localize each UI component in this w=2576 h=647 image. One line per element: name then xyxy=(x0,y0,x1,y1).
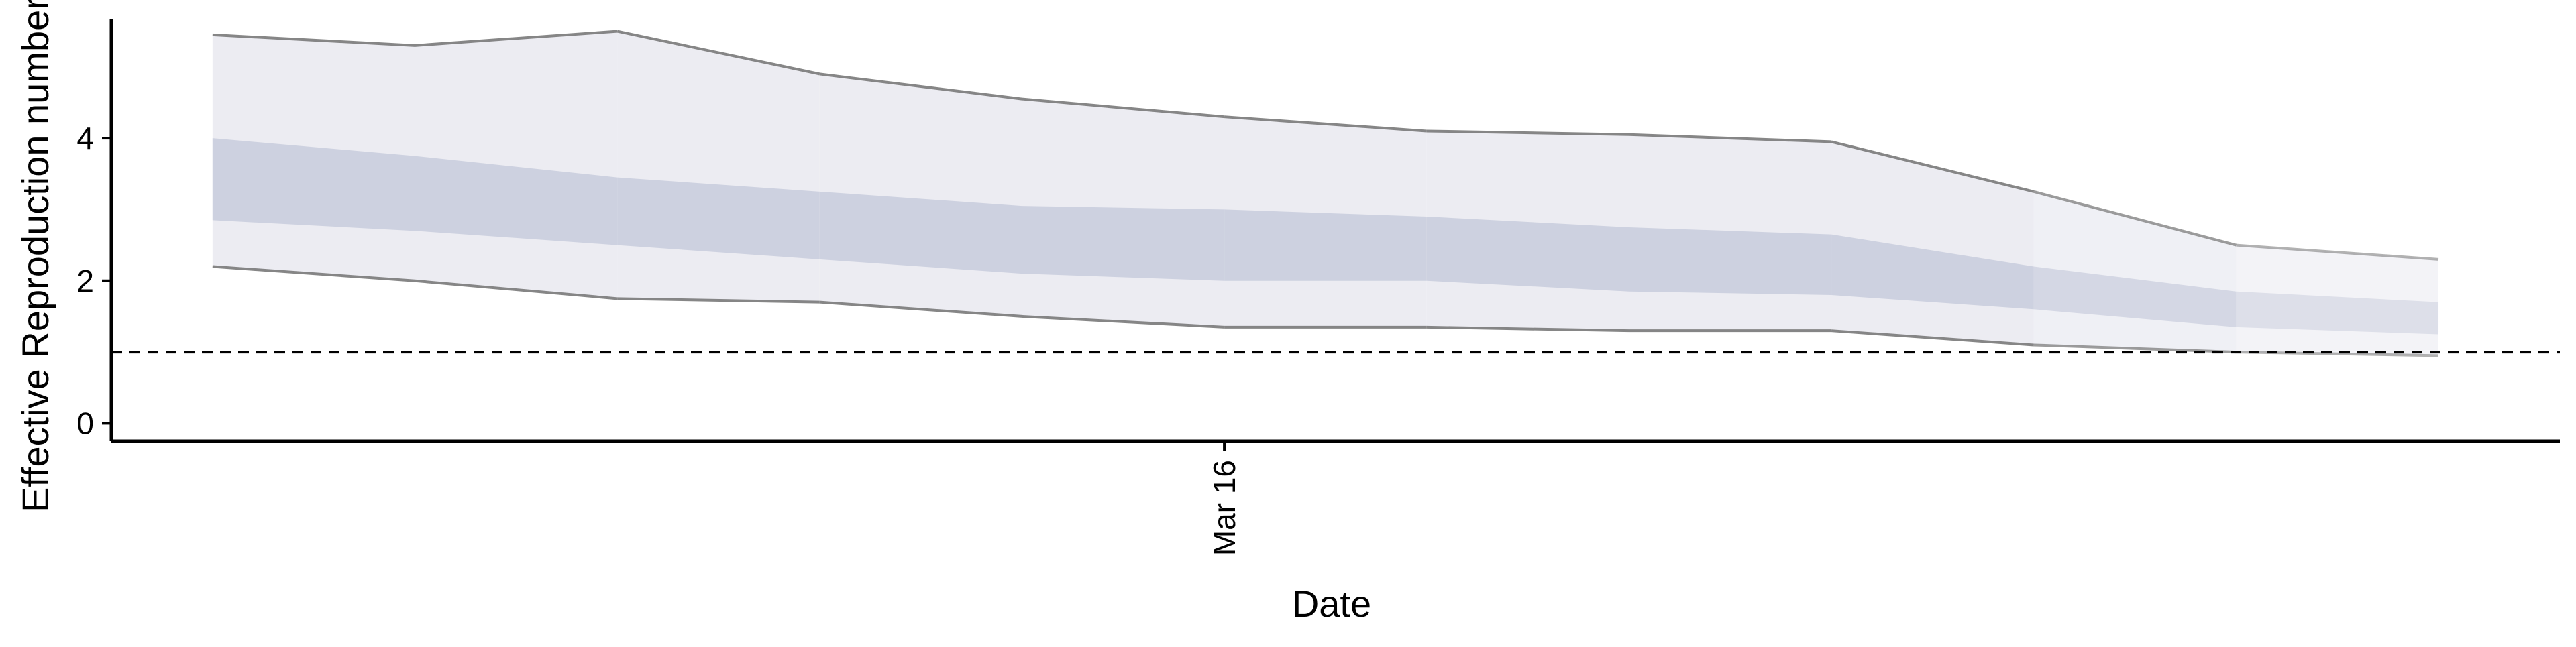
lower-bound-segment-4 xyxy=(819,300,1022,318)
y-axis-title: Effective Reproduction number xyxy=(14,0,56,512)
bounds-layer xyxy=(212,30,2439,357)
inner-band-segment-5 xyxy=(1022,206,1225,281)
outer-band-segment-3 xyxy=(617,31,820,302)
inner-band-segment-2 xyxy=(415,156,618,245)
upper-bound-segment-10 xyxy=(2033,190,2237,247)
x-axis-title: Date xyxy=(1292,583,1371,625)
lower-bound-segment-3 xyxy=(617,297,820,304)
upper-bound-segment-6 xyxy=(1224,115,1427,133)
inner-band-segment-3 xyxy=(617,177,820,259)
upper-bound-segment-5 xyxy=(1022,97,1225,119)
inner-band-segment-11 xyxy=(2236,291,2439,335)
x-axis-ticks: Mar 16 xyxy=(1207,441,1242,556)
inner-band-segment-6 xyxy=(1224,209,1427,281)
y-tick-label-4: 4 xyxy=(76,121,94,156)
inner-band-segment-9 xyxy=(1831,234,2034,310)
upper-bound-segment-8 xyxy=(1629,133,1832,143)
inner-band-segment-8 xyxy=(1629,227,1832,296)
lower-bound-segment-7 xyxy=(1426,325,1629,333)
lower-bound-segment-2 xyxy=(415,279,618,300)
upper-bound-segment-11 xyxy=(2236,243,2439,261)
lower-bound-segment-1 xyxy=(212,265,415,282)
lower-bound-segment-9 xyxy=(1831,329,2034,347)
inner-band-segment-4 xyxy=(819,191,1022,274)
lower-bound-segment-5 xyxy=(1022,314,1225,329)
inner-band-segment-7 xyxy=(1426,217,1629,292)
upper-bound-segment-9 xyxy=(1831,140,2035,193)
inner-band-segment-10 xyxy=(2033,266,2237,327)
y-axis-ticks: 0 2 4 xyxy=(76,121,111,440)
y-tick-label-2: 2 xyxy=(76,263,94,298)
upper-bound-segment-3 xyxy=(616,30,820,76)
y-tick-label-0: 0 xyxy=(76,406,94,440)
upper-bound-segment-7 xyxy=(1426,129,1629,136)
outer-band-segment-11 xyxy=(2236,245,2439,356)
upper-bound-segment-2 xyxy=(415,30,618,47)
upper-bound-segment-4 xyxy=(819,72,1022,101)
inner-band-segment-1 xyxy=(212,138,415,231)
x-tick-label: Mar 16 xyxy=(1207,460,1242,556)
bands-layer xyxy=(212,31,2439,356)
upper-bound-segment-1 xyxy=(212,33,415,47)
